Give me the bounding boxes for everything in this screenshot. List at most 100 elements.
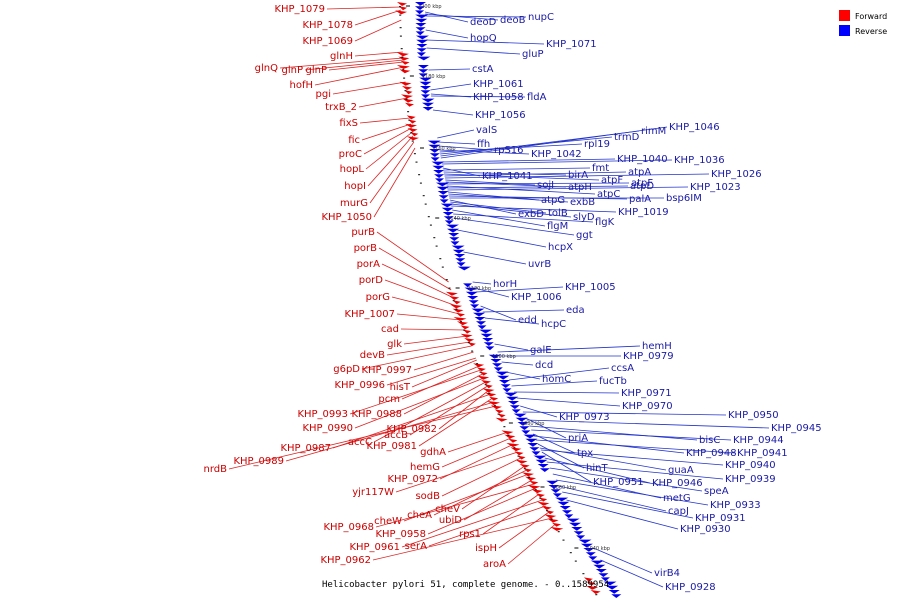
forward-gene-feature xyxy=(398,56,410,61)
forward-gene-feature xyxy=(506,443,520,447)
reverse-gene-feature xyxy=(437,191,449,195)
reverse-leader-line xyxy=(440,126,668,159)
reverse-gene-label: KHP_1046 xyxy=(669,122,720,133)
forward-gene-feature xyxy=(399,69,411,74)
feature-dot xyxy=(467,342,470,344)
kbp-tick-label: 1180 kbp xyxy=(422,74,446,80)
reverse-gene-label: fucTb xyxy=(599,376,627,387)
forward-gene-label: proC xyxy=(339,149,362,160)
forward-gene-feature xyxy=(395,10,408,15)
feature-dot xyxy=(401,56,404,58)
reverse-leader-line xyxy=(537,443,585,469)
reverse-gene-label: KHP_0933 xyxy=(710,500,761,511)
forward-leader-line xyxy=(372,517,553,561)
reverse-leader-line xyxy=(532,433,576,454)
forward-gene-label: glnQ xyxy=(255,63,278,74)
forward-gene-label: KHP_0988 xyxy=(351,409,402,420)
forward-gene-feature xyxy=(490,405,502,410)
reverse-gene-label: KHP_0946 xyxy=(652,478,703,489)
kbp-tick-label: 1160 kbp xyxy=(432,146,456,152)
reverse-gene-feature xyxy=(488,354,501,359)
forward-gene-feature xyxy=(396,65,410,69)
reverse-gene-label: KHP_1006 xyxy=(511,292,562,303)
reverse-gene-feature xyxy=(566,518,580,523)
reverse-gene-label: hemH xyxy=(642,341,672,352)
reverse-leader-line xyxy=(508,367,610,381)
feature-dot xyxy=(433,237,436,239)
reverse-gene-feature xyxy=(593,564,606,569)
reverse-gene-feature xyxy=(415,2,426,6)
reverse-gene-feature xyxy=(539,468,550,472)
feature-dot xyxy=(399,14,402,16)
reverse-gene-label: KHP_0979 xyxy=(623,351,674,362)
feature-dot xyxy=(435,245,438,247)
reverse-gene-feature xyxy=(452,249,465,254)
reverse-gene-feature xyxy=(508,401,519,405)
forward-leader-line xyxy=(361,123,412,141)
feature-dot xyxy=(569,552,572,554)
reverse-gene-label: KHP_1041 xyxy=(482,171,533,182)
feature-dot xyxy=(528,476,531,478)
forward-gene-feature xyxy=(460,333,473,338)
forward-leader-line xyxy=(447,431,509,453)
feature-dot xyxy=(418,174,421,176)
reverse-gene-feature xyxy=(417,65,429,69)
reverse-gene-feature xyxy=(442,212,454,216)
forward-leader-line xyxy=(367,135,414,187)
feature-dot xyxy=(513,447,516,449)
forward-gene-label: accC xyxy=(348,437,372,448)
reverse-gene-label: deoD xyxy=(470,17,497,28)
forward-leader-line xyxy=(395,451,518,493)
forward-gene-label: fic xyxy=(348,135,360,146)
reverse-gene-label: atpH xyxy=(568,182,592,193)
reverse-gene-feature xyxy=(578,539,592,544)
feature-dot xyxy=(557,531,560,533)
reverse-gene-feature xyxy=(444,220,454,225)
reverse-leader-line xyxy=(593,547,653,574)
forward-gene-feature xyxy=(525,476,537,481)
reverse-leader-line xyxy=(535,439,736,454)
reverse-gene-label: KHP_0928 xyxy=(665,582,716,593)
forward-gene-feature xyxy=(405,102,414,107)
reverse-leader-line xyxy=(497,345,641,353)
feature-dot xyxy=(408,119,411,121)
reverse-gene-feature xyxy=(457,266,471,271)
forward-gene-feature xyxy=(464,338,475,342)
reverse-gene-feature xyxy=(440,203,454,208)
reverse-gene-label: ggt xyxy=(576,230,593,241)
reverse-gene-label: birA xyxy=(568,170,588,181)
forward-gene-feature xyxy=(494,409,504,414)
reverse-leader-line xyxy=(600,559,664,588)
reverse-leader-line xyxy=(520,405,558,418)
reverse-gene-feature xyxy=(479,329,493,334)
kbp-tick-label: 1080 kbp xyxy=(521,421,545,427)
forward-gene-label: KHP_1007 xyxy=(344,309,395,320)
reverse-gene-label: atpG xyxy=(541,195,565,206)
forward-gene-label: KHP_0962 xyxy=(320,555,371,566)
reverse-gene-feature xyxy=(427,140,441,145)
reverse-leader-line xyxy=(431,95,526,98)
forward-leader-line xyxy=(438,389,490,430)
feature-dot xyxy=(562,539,565,541)
forward-gene-label: purB xyxy=(351,227,375,238)
reverse-gene-feature xyxy=(415,14,429,19)
reverse-leader-line xyxy=(484,317,540,325)
reverse-leader-line xyxy=(426,47,521,55)
reverse-gene-label: uvrB xyxy=(528,259,551,270)
reverse-gene-feature xyxy=(546,480,559,485)
reverse-gene-label: hopQ xyxy=(470,33,497,44)
forward-gene-label: KHP_0958 xyxy=(375,529,426,540)
forward-gene-label: gdhA xyxy=(420,447,446,458)
forward-gene-feature xyxy=(489,396,499,401)
reverse-gene-feature xyxy=(573,531,584,535)
reverse-gene-feature xyxy=(535,459,548,464)
reverse-gene-feature xyxy=(415,23,427,27)
reverse-leader-line xyxy=(453,213,594,223)
forward-gene-feature xyxy=(407,128,418,132)
forward-gene-feature xyxy=(402,98,414,103)
forward-leader-line xyxy=(354,377,485,429)
reverse-gene-label: tpx xyxy=(577,448,593,459)
reverse-gene-feature xyxy=(559,506,571,510)
reverse-gene-feature xyxy=(435,182,449,187)
forward-leader-line xyxy=(279,57,404,69)
